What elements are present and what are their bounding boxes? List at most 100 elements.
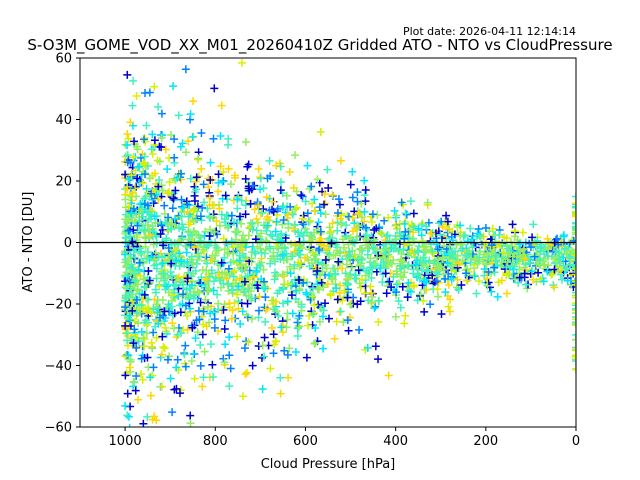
- scatter-point: [158, 296, 167, 305]
- scatter-point: [572, 260, 576, 269]
- scatter-point: [572, 222, 576, 231]
- scatter-point: [285, 262, 294, 271]
- scatter-point: [422, 222, 431, 231]
- scatter-point: [139, 333, 148, 342]
- scatter-point: [445, 241, 454, 250]
- scatter-point: [169, 324, 178, 333]
- scatter-point: [572, 245, 576, 254]
- scatter-point: [436, 231, 445, 240]
- scatter-point: [315, 246, 324, 255]
- scatter-point: [193, 251, 202, 260]
- scatter-point: [133, 174, 142, 183]
- scatter-point: [246, 199, 255, 208]
- scatter-point: [147, 309, 156, 318]
- scatter-point: [241, 137, 250, 146]
- scatter-point: [157, 350, 166, 359]
- scatter-point: [218, 177, 227, 186]
- y-tick-label: 40: [55, 113, 72, 128]
- scatter-point: [390, 206, 399, 215]
- scatter-point: [170, 309, 179, 318]
- y-axis: −60 −40 −20 0 20 40 60: [45, 52, 80, 436]
- scatter-point: [572, 264, 576, 273]
- scatter-point: [344, 212, 353, 221]
- scatter-point: [288, 309, 297, 318]
- scatter-point: [140, 226, 149, 235]
- scatter-point: [129, 266, 138, 275]
- scatter-point: [214, 246, 223, 255]
- scatter-point: [381, 249, 390, 258]
- scatter-point: [484, 268, 493, 277]
- scatter-point: [221, 316, 230, 325]
- scatter-point: [528, 233, 537, 242]
- scatter-point: [382, 239, 391, 248]
- scatter-point: [166, 374, 175, 383]
- scatter-point: [322, 245, 331, 254]
- scatter-point: [260, 284, 269, 293]
- scatter-point: [227, 314, 236, 323]
- scatter-point: [315, 236, 324, 245]
- scatter-point: [147, 189, 156, 198]
- scatter-point: [121, 195, 130, 204]
- scatter-point: [333, 246, 342, 255]
- scatter-point: [271, 227, 280, 236]
- scatter-point: [208, 212, 217, 221]
- scatter-point: [130, 325, 139, 334]
- scatter-point: [301, 224, 310, 233]
- scatter-point: [572, 335, 576, 344]
- scatter-point: [238, 392, 247, 401]
- scatter-point: [154, 319, 163, 328]
- scatter-point: [121, 250, 130, 259]
- scatter-point: [395, 229, 404, 238]
- scatter-point: [328, 275, 337, 284]
- scatter-point: [197, 129, 206, 138]
- scatter-point: [572, 200, 576, 209]
- scatter-point: [294, 250, 303, 259]
- scatter-point: [323, 165, 332, 174]
- scatter-point: [177, 212, 186, 221]
- scatter-point: [170, 280, 179, 289]
- scatter-point: [314, 285, 323, 294]
- scatter-point: [253, 218, 262, 227]
- scatter-point: [326, 289, 335, 298]
- scatter-point: [474, 224, 483, 233]
- scatter-point: [261, 305, 270, 314]
- scatter-point: [161, 323, 170, 332]
- scatter-point: [353, 188, 362, 197]
- scatter-point: [142, 320, 151, 329]
- scatter-point: [219, 354, 228, 363]
- scatter-point: [130, 137, 139, 146]
- scatter-point: [213, 290, 222, 299]
- scatter-point: [374, 318, 383, 327]
- scatter-point: [148, 371, 157, 380]
- scatter-point: [422, 267, 431, 276]
- scatter-point: [370, 304, 379, 313]
- scatter-point: [128, 297, 137, 306]
- scatter-point: [401, 311, 410, 320]
- scatter-point: [522, 280, 531, 289]
- scatter-point: [189, 227, 198, 236]
- scatter-point: [362, 223, 371, 232]
- scatter-point: [389, 256, 398, 265]
- scatter-point: [572, 219, 576, 228]
- scatter-point: [132, 182, 141, 191]
- scatter-point: [126, 118, 135, 127]
- scatter-point: [489, 231, 498, 240]
- scatter-point: [254, 164, 263, 173]
- scatter-point: [237, 245, 246, 254]
- scatter-point: [518, 228, 527, 237]
- scatter-point: [405, 233, 414, 242]
- scatter-point: [420, 276, 429, 285]
- scatter-point: [425, 256, 434, 265]
- scatter-point: [334, 195, 343, 204]
- scatter-point: [342, 292, 351, 301]
- scatter-point: [400, 234, 409, 243]
- scatter-point: [201, 275, 210, 284]
- scatter-point: [176, 308, 185, 317]
- scatter-point: [414, 247, 423, 256]
- scatter-point: [295, 285, 304, 294]
- scatter-point: [413, 269, 422, 278]
- scatter-point: [307, 182, 316, 191]
- scatter-point: [374, 355, 383, 364]
- scatter-point: [146, 373, 155, 382]
- scatter-point: [206, 309, 215, 318]
